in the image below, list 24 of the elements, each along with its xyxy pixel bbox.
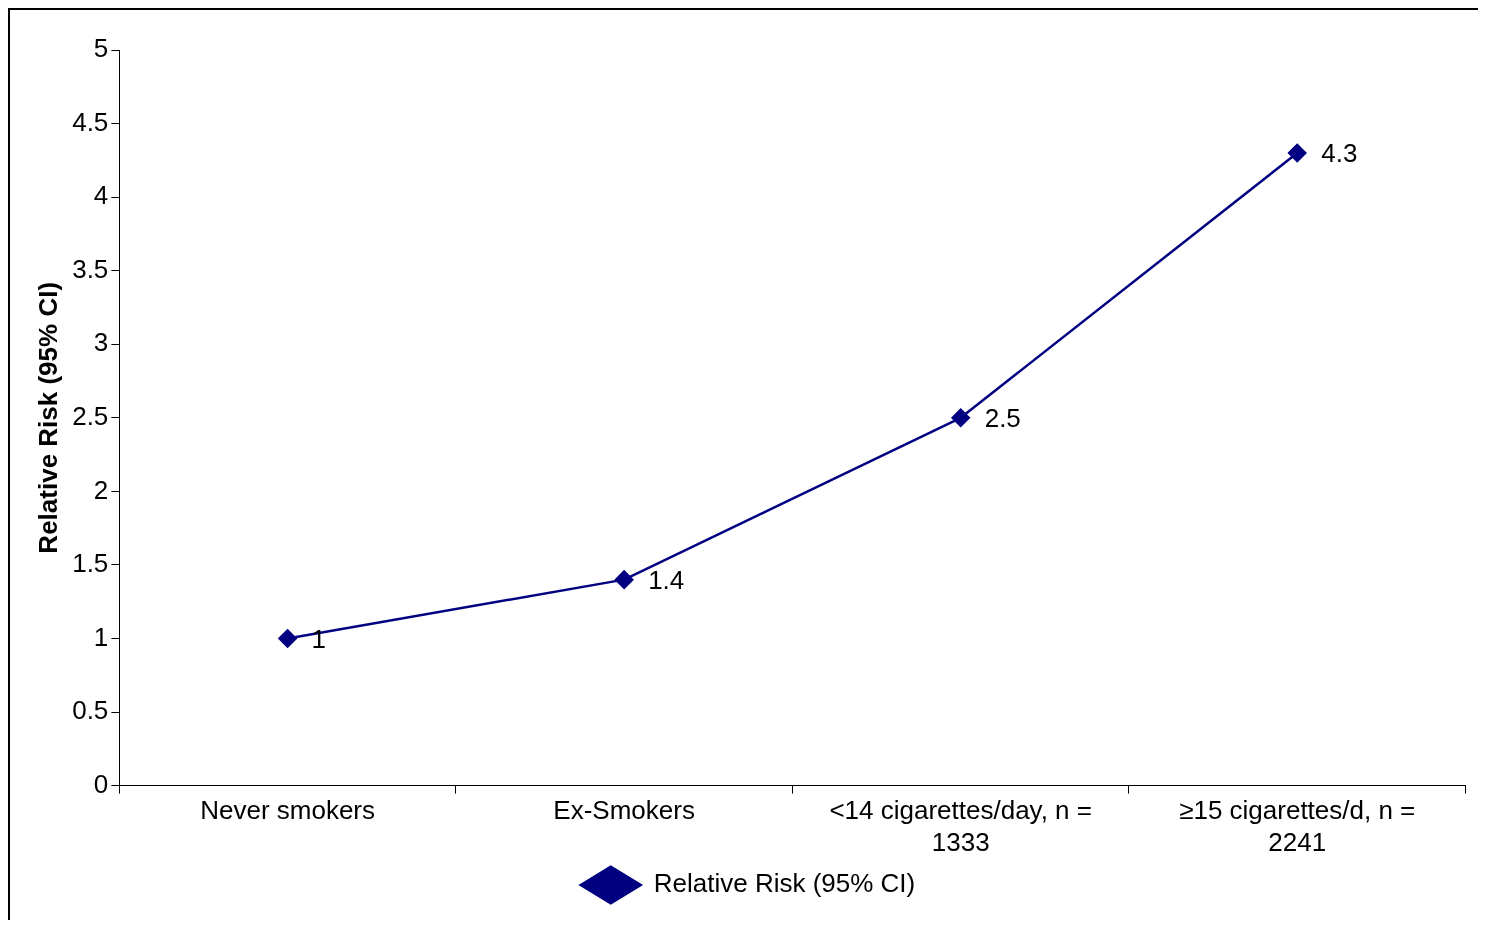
y-tick-label: 0 xyxy=(93,768,109,799)
y-tick-label: 0.5 xyxy=(72,695,109,726)
y-tick-label: 4 xyxy=(93,180,109,211)
y-tick-label: 3.5 xyxy=(72,253,109,284)
point xyxy=(278,629,297,648)
y-tick-label: 2 xyxy=(93,474,109,505)
data-label: 1.4 xyxy=(648,564,685,595)
y-tick-label: 2.5 xyxy=(72,400,109,431)
data-label: 4.3 xyxy=(1321,138,1358,169)
y-tick-label: 3 xyxy=(93,327,109,358)
y-tick-label: 1.5 xyxy=(72,548,109,579)
y-tick-label: 5 xyxy=(93,33,109,64)
x-tick-label: Ex-Smokers xyxy=(553,795,695,826)
y-axis-title: Relative Risk (95% CI) xyxy=(32,281,63,554)
point xyxy=(1287,143,1307,163)
x-tick-label: <14 cigarettes/day, n = 1333 xyxy=(829,795,1092,857)
legend-label: Relative Risk (95% CI) xyxy=(653,868,916,899)
point xyxy=(614,570,634,589)
y-tick-label: 1 xyxy=(93,621,109,652)
point xyxy=(951,408,970,428)
y-tick-label: 4.5 xyxy=(72,106,109,137)
x-tick-label: Never smokers xyxy=(200,795,376,826)
x-tick-label: ≥15 cigarettes/d, n = 2241 xyxy=(1179,795,1416,857)
data-label: 2.5 xyxy=(984,402,1021,433)
